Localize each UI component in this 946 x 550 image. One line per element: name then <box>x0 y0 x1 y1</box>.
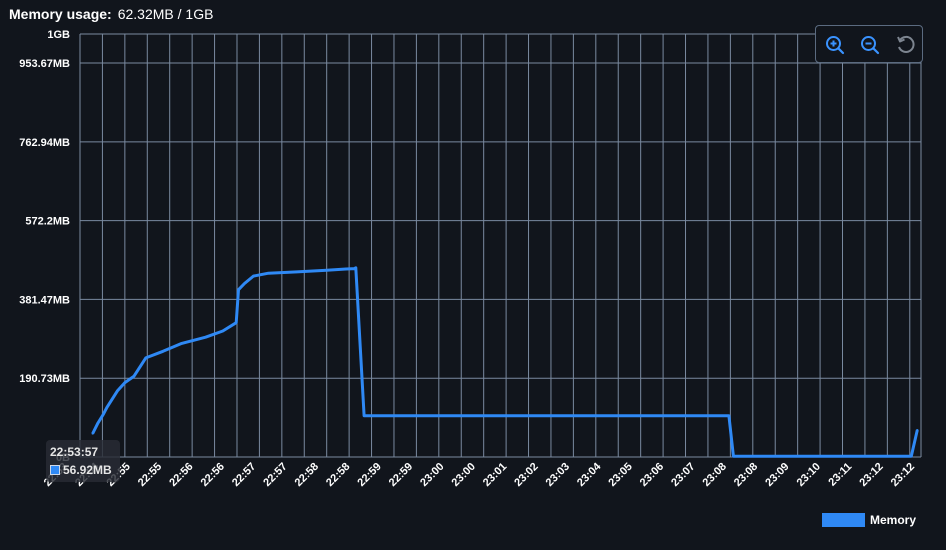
legend-label-memory: Memory <box>870 513 917 527</box>
data-point <box>132 375 136 378</box>
data-point <box>123 381 127 384</box>
data-point <box>407 414 411 417</box>
y-tick-label: 190.73MB <box>19 373 70 385</box>
memory-usage-label: Memory usage: <box>9 6 112 22</box>
chart-grid <box>79 33 922 458</box>
zoom-out-icon[interactable] <box>859 34 881 56</box>
data-point <box>732 454 735 458</box>
legend-swatch-memory <box>822 513 865 527</box>
x-tick-label: 23:10 <box>795 461 823 489</box>
data-point <box>344 267 348 271</box>
reset-icon[interactable] <box>895 34 917 56</box>
zoom-in-icon[interactable] <box>824 34 846 56</box>
data-point <box>221 329 224 333</box>
series-memory <box>91 266 919 458</box>
x-tick-label: 22:56 <box>199 461 227 489</box>
x-tick-label: 22:59 <box>387 461 415 489</box>
x-tick-label: 22:59 <box>355 461 383 489</box>
data-point <box>235 321 238 324</box>
data-point <box>237 288 240 291</box>
data-point <box>910 454 913 458</box>
x-tick-label: 23:00 <box>418 461 446 489</box>
x-tick-label: 23:00 <box>450 461 478 489</box>
data-point <box>267 271 270 275</box>
data-point <box>766 454 769 458</box>
tooltip-swatch <box>50 465 60 475</box>
x-tick-label: 23:09 <box>763 461 791 489</box>
y-tick-label: 953.67MB <box>19 58 70 70</box>
memory-usage-header: Memory usage: 62.32MB / 1GB <box>9 6 213 22</box>
data-point <box>295 270 298 274</box>
y-tick-label: 572.2MB <box>25 216 70 228</box>
x-tick-label: 23:12 <box>857 461 885 489</box>
x-tick-label: 22:57 <box>230 461 258 489</box>
data-point <box>587 414 590 417</box>
data-point <box>901 454 904 458</box>
data-point <box>144 356 147 360</box>
x-tick-label: 23:06 <box>638 461 666 489</box>
memory-usage-value: 62.32MB / 1GB <box>117 6 214 22</box>
data-point <box>96 421 100 425</box>
x-tick-label: 23:12 <box>889 461 917 489</box>
data-point <box>204 336 207 339</box>
x-tick-label: 22:55 <box>136 461 164 489</box>
series-line-memory <box>91 266 919 458</box>
data-point <box>161 350 165 353</box>
x-tick-label: 23:07 <box>669 461 697 489</box>
x-tick-label: 23:04 <box>575 460 604 489</box>
data-point <box>101 413 105 416</box>
chart-tooltip: 22:53:57 56.92MB <box>46 440 120 482</box>
data-point <box>721 414 725 417</box>
data-point <box>91 432 94 435</box>
y-tick-label: 762.94MB <box>19 137 70 149</box>
data-point <box>116 389 119 393</box>
data-point <box>180 342 183 345</box>
chart-toolbar <box>815 25 923 63</box>
data-point <box>325 269 328 272</box>
x-tick-label: 23:11 <box>826 461 854 489</box>
data-point <box>916 428 919 432</box>
x-tick-label: 23:03 <box>544 461 572 489</box>
x-tick-label: 23:08 <box>701 461 729 489</box>
data-point <box>105 406 109 409</box>
x-tick-label: 23:08 <box>732 461 760 489</box>
y-axis-ticks: 1GB 953.67MB 762.94MB 572.2MB 381.47MB 190.73… <box>19 29 70 464</box>
x-axis-ticks: 22:5322:5422:5522:5522:5622:5622:5722:57… <box>42 460 917 489</box>
y-tick-label: 381.47MB <box>19 294 70 306</box>
x-tick-label: 22:56 <box>167 461 195 489</box>
data-point <box>354 266 358 270</box>
data-point <box>362 414 366 417</box>
data-point <box>727 414 731 417</box>
data-point <box>243 282 246 285</box>
tooltip-value: 56.92MB <box>63 463 112 477</box>
x-tick-label: 22:57 <box>261 461 289 489</box>
x-tick-label: 22:58 <box>324 461 352 489</box>
x-tick-label: 23:02 <box>512 461 540 489</box>
data-point <box>252 274 255 278</box>
y-tick-label: 1GB <box>47 29 70 41</box>
tooltip-time: 22:53:57 <box>50 445 99 459</box>
x-tick-label: 23:01 <box>481 461 509 489</box>
x-tick-label: 23:05 <box>606 461 634 489</box>
x-tick-label: 22:58 <box>293 461 321 489</box>
